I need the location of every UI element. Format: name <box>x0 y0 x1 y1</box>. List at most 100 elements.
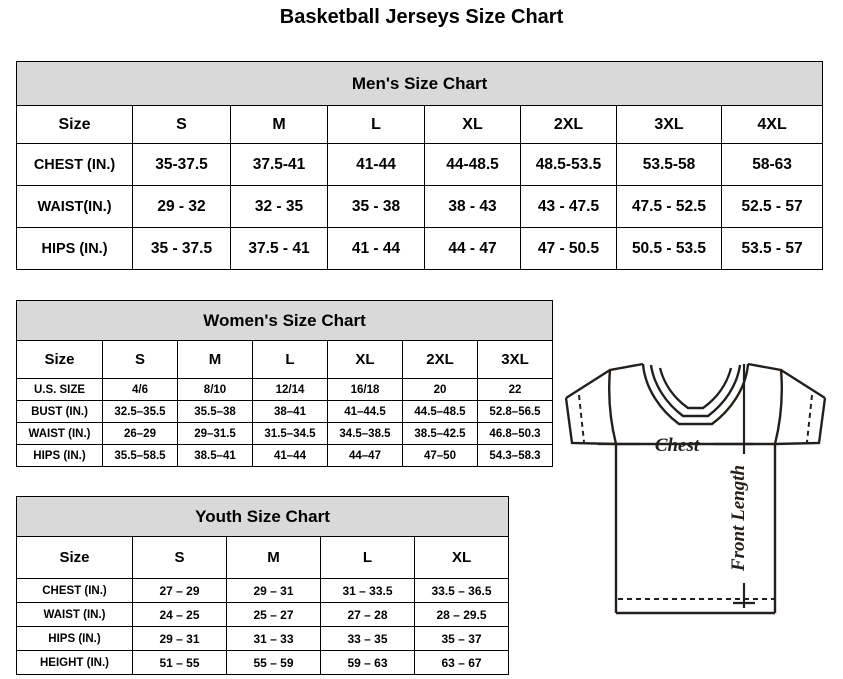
mens-cell: 35 - 37.5 <box>132 227 231 270</box>
mens-cell: 29 - 32 <box>132 185 231 228</box>
mens-row-label: HIPS (IN.) <box>16 227 133 270</box>
youth-column-header-m: M <box>226 536 321 579</box>
womens-table-row: HIPS (IN.) 35.5–58.5 38.5–41 41–44 44–47 47–5… <box>16 444 554 467</box>
youth-row-label: HEIGHT (IN.) <box>16 650 133 675</box>
womens-cell: 16/18 <box>327 378 403 401</box>
youth-title-row: Youth Size Chart <box>15 496 510 537</box>
mens-cell: 47 - 50.5 <box>520 227 617 270</box>
mens-cell: 53.5 - 57 <box>720 227 824 270</box>
womens-column-header-l: L <box>252 340 328 379</box>
womens-cell: 26–29 <box>102 422 178 445</box>
womens-column-header-m: M <box>177 340 253 379</box>
youth-cell: 59 – 63 <box>320 650 415 675</box>
youth-table-row: WAIST (IN.) 24 – 25 25 – 27 27 – 28 28 – 29.… <box>16 602 510 627</box>
womens-title-row: Women's Size Chart <box>15 300 554 341</box>
youth-cell: 29 – 31 <box>132 626 227 651</box>
collar-band-line-3 <box>658 367 695 410</box>
youth-column-header-s: S <box>132 536 227 579</box>
womens-cell: 52.8–56.5 <box>476 400 554 423</box>
mens-size-chart-table: Men's Size Chart Size S M L XL 2XL 3XL 4XL CHEST … <box>15 61 824 270</box>
left-cuff-dashed-line <box>578 394 585 443</box>
womens-cell: 12/14 <box>252 378 328 401</box>
mens-cell: 37.5 - 41 <box>230 227 328 270</box>
mens-column-header-l: L <box>327 105 425 144</box>
mens-cell: 38 - 43 <box>424 185 521 228</box>
womens-header-row: Size S M L XL 2XL 3XL <box>16 340 554 379</box>
youth-cell: 24 – 25 <box>132 602 227 627</box>
youth-column-header-xl: XL <box>413 536 510 579</box>
womens-cell: 41–44 <box>252 444 328 467</box>
collar-band-line-4 <box>695 367 733 410</box>
youth-cell: 55 – 59 <box>226 650 321 675</box>
youth-section-title: Youth Size Chart <box>15 496 510 537</box>
youth-header-row: Size S M L XL <box>16 536 510 579</box>
mens-cell: 35-37.5 <box>132 143 231 186</box>
womens-row-label: BUST (IN.) <box>16 400 103 423</box>
right-sleeve-hem <box>774 397 827 446</box>
womens-table-row: U.S. SIZE 4/6 8/10 12/14 16/18 20 22 <box>16 378 554 401</box>
mens-cell: 32 - 35 <box>230 185 328 228</box>
collar-band-line-2 <box>695 364 742 418</box>
womens-cell: 31.5–34.5 <box>252 422 328 445</box>
collar-band-line-1 <box>649 364 695 418</box>
womens-cell: 38.5–41 <box>177 444 253 467</box>
mens-table-row: CHEST (IN.) 35-37.5 37.5-41 41-44 44-48.5 48.… <box>16 143 824 186</box>
left-sleeve-hem <box>564 397 617 446</box>
mens-column-header-s: S <box>132 105 231 144</box>
mens-cell: 53.5-58 <box>616 143 722 186</box>
mens-column-header-3xl: 3XL <box>616 105 722 144</box>
mens-row-label: CHEST (IN.) <box>16 143 133 186</box>
womens-cell: 44.5–48.5 <box>402 400 478 423</box>
youth-cell: 31 – 33 <box>226 626 321 651</box>
womens-cell: 35.5–38 <box>177 400 253 423</box>
mens-column-header-m: M <box>230 105 328 144</box>
mens-cell: 41 - 44 <box>327 227 425 270</box>
womens-column-header-s: S <box>102 340 178 379</box>
mens-cell: 58-63 <box>720 143 824 186</box>
youth-cell: 25 – 27 <box>226 602 321 627</box>
mens-column-header-2xl: 2XL <box>520 105 617 144</box>
womens-size-chart-table: Women's Size Chart Size S M L XL 2XL 3XL U.S. SI… <box>15 300 554 467</box>
womens-cell: 8/10 <box>177 378 253 401</box>
neckline-left-outer <box>641 363 695 426</box>
womens-cell: 41–44.5 <box>327 400 403 423</box>
youth-column-header-l: L <box>320 536 415 579</box>
youth-cell: 29 – 31 <box>226 578 321 603</box>
mens-header-row: Size S M L XL 2XL 3XL 4XL <box>16 105 824 144</box>
womens-column-header-size: Size <box>16 340 103 379</box>
mens-table-row: HIPS (IN.) 35 - 37.5 37.5 - 41 41 - 44 44 - … <box>16 227 824 270</box>
youth-row-label: CHEST (IN.) <box>16 578 133 603</box>
mens-section-title: Men's Size Chart <box>15 61 824 106</box>
womens-table-row: WAIST (IN.) 26–29 29–31.5 31.5–34.5 34.5–38.… <box>16 422 554 445</box>
womens-cell: 32.5–35.5 <box>102 400 178 423</box>
youth-cell: 51 – 55 <box>132 650 227 675</box>
left-sleeve-seam <box>608 369 618 445</box>
womens-column-header-xl: XL <box>327 340 403 379</box>
youth-table-row: HEIGHT (IN.) 51 – 55 55 – 59 59 – 63 63 – 67 <box>16 650 510 675</box>
youth-row-label: HIPS (IN.) <box>16 626 133 651</box>
mens-title-row: Men's Size Chart <box>15 61 824 106</box>
womens-section-title: Women's Size Chart <box>15 300 554 341</box>
mens-row-label: WAIST(IN.) <box>16 185 133 228</box>
womens-cell: 29–31.5 <box>177 422 253 445</box>
mens-cell: 43 - 47.5 <box>520 185 617 228</box>
mens-cell: 35 - 38 <box>327 185 425 228</box>
jersey-measurement-diagram: Chest Front Length <box>548 358 843 658</box>
youth-cell: 31 – 33.5 <box>320 578 415 603</box>
mens-table-row: WAIST(IN.) 29 - 32 32 - 35 35 - 38 38 - 43 43… <box>16 185 824 228</box>
womens-table-row: BUST (IN.) 32.5–35.5 35.5–38 38–41 41–44.5 44… <box>16 400 554 423</box>
youth-cell: 27 – 28 <box>320 602 415 627</box>
mens-cell: 52.5 - 57 <box>720 185 824 228</box>
youth-table-row: HIPS (IN.) 29 – 31 31 – 33 33 – 35 35 – 37 <box>16 626 510 651</box>
youth-row-label: WAIST (IN.) <box>16 602 133 627</box>
womens-row-label: WAIST (IN.) <box>16 422 103 445</box>
mens-column-header-xl: XL <box>424 105 521 144</box>
youth-cell: 27 – 29 <box>132 578 227 603</box>
womens-column-header-3xl: 3XL <box>476 340 554 379</box>
mens-cell: 44 - 47 <box>424 227 521 270</box>
youth-table-row: CHEST (IN.) 27 – 29 29 – 31 31 – 33.5 33.5 –… <box>16 578 510 603</box>
womens-cell: 22 <box>476 378 554 401</box>
youth-cell: 28 – 29.5 <box>413 602 510 627</box>
womens-row-label: HIPS (IN.) <box>16 444 103 467</box>
